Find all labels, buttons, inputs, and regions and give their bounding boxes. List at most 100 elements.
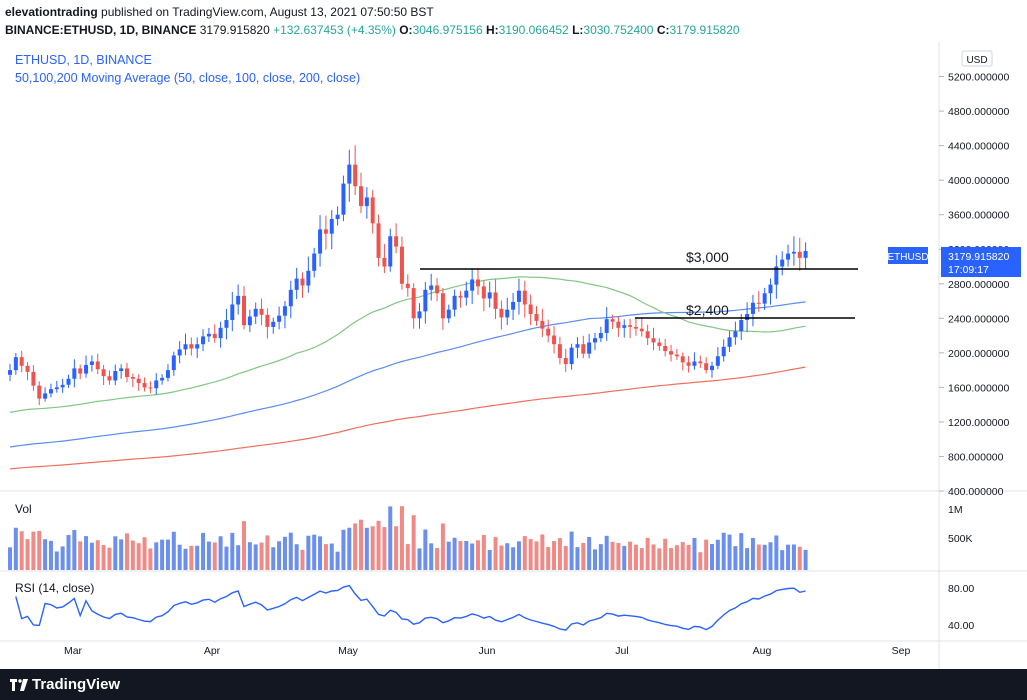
price-chart[interactable]: 5200.000000 4800.000000 4400.000000 4000.00…: [0, 42, 1027, 669]
tradingview-logo[interactable]: TradingView: [10, 676, 120, 693]
volume-bar: [300, 549, 305, 570]
volume-bar: [417, 548, 422, 570]
candle-body: [206, 333, 211, 337]
legend-title[interactable]: ETHUSD, 1D, BINANCE: [15, 53, 152, 67]
volume-bar: [306, 535, 311, 570]
last-price: 3179.915820: [199, 23, 270, 37]
price-tick-label: 3600.000000: [948, 210, 1009, 222]
volume-bar: [686, 544, 691, 570]
candle-body: [593, 338, 597, 343]
volume-bar: [394, 526, 399, 570]
volume-bar: [271, 547, 276, 570]
candle-body: [786, 253, 791, 260]
volume-bar: [464, 540, 469, 570]
candle-body: [37, 385, 42, 399]
rsi-line: [15, 584, 806, 631]
candle-body: [25, 365, 30, 372]
volume-bar: [388, 506, 393, 570]
volume-bar: [265, 535, 270, 570]
candle-body: [236, 295, 241, 305]
volume-bar: [353, 523, 358, 570]
volume-bar: [312, 534, 317, 570]
candle-body: [125, 368, 129, 378]
candle-body: [411, 288, 416, 319]
candle-body: [704, 363, 709, 371]
candle-body: [663, 345, 668, 352]
volume-bar: [552, 541, 557, 570]
volume-bar: [440, 523, 445, 570]
candle-body: [727, 337, 732, 347]
volume-bar: [587, 537, 592, 570]
price-change: +132.637453 (+4.35%): [273, 23, 396, 37]
candle-body: [265, 314, 270, 327]
open-value: 3046.975156: [412, 23, 483, 37]
volume-bar: [727, 534, 732, 570]
candle-body: [300, 278, 305, 286]
candle-body: [540, 320, 545, 329]
volume-bar: [534, 541, 539, 570]
volume-bar: [604, 535, 609, 570]
candle-body: [715, 356, 720, 366]
volume-bar: [54, 551, 59, 570]
legend-indicator[interactable]: 50,100,200 Moving Average (50, close, 10…: [15, 71, 360, 85]
volume-bar: [31, 531, 36, 570]
level-3000-label: $3,000: [686, 249, 729, 265]
volume-bar: [733, 546, 738, 570]
moving-averages: [9, 276, 806, 470]
volume-bar: [37, 530, 42, 570]
volume-bar: [768, 542, 773, 570]
ma-200-line: [9, 366, 806, 470]
tradingview-logo-icon: [10, 679, 28, 692]
candle-body: [756, 302, 761, 304]
candle-body: [639, 328, 644, 332]
candle-body: [557, 344, 562, 359]
volume-bar: [522, 536, 527, 570]
volume-bar: [663, 538, 668, 570]
candle-body: [364, 197, 369, 207]
volume-bar: [113, 536, 118, 570]
x-label-may: May: [338, 645, 359, 657]
candle-body: [569, 347, 574, 365]
candle-body: [768, 284, 773, 294]
candle-body: [651, 338, 656, 343]
volume-bar: [657, 548, 662, 570]
volume-label[interactable]: Vol: [15, 502, 32, 516]
price-tick-label: 1200.000000: [948, 417, 1009, 429]
candle-body: [113, 370, 118, 381]
volume-bar: [458, 541, 463, 570]
volume-tick-1m: 1M: [948, 504, 963, 516]
volume-bar: [142, 537, 147, 570]
volume-bar: [165, 539, 170, 570]
candle-body: [78, 368, 83, 374]
volume-bar: [259, 542, 264, 570]
volume-bar: [493, 537, 498, 570]
candle-body: [95, 361, 100, 370]
candle-body: [710, 365, 714, 371]
volume-bar: [399, 506, 404, 570]
volume-bar: [130, 540, 135, 570]
volume-bar: [66, 534, 71, 570]
rsi-label[interactable]: RSI (14, close): [15, 581, 94, 595]
candle-body: [464, 290, 469, 298]
volume-bar: [481, 534, 486, 570]
author-name[interactable]: elevationtrading: [5, 5, 98, 19]
currency-box[interactable]: [961, 50, 993, 67]
chart-area[interactable]: 5200.000000 4800.000000 4400.000000 4000.00…: [0, 42, 1027, 669]
candle-body: [610, 319, 615, 322]
candle-body: [271, 321, 276, 327]
chart-background: [0, 42, 1027, 669]
candle-body: [195, 344, 200, 349]
candle-body: [142, 383, 147, 388]
candle-body: [622, 325, 627, 328]
candle-body: [230, 304, 235, 321]
candle-body: [31, 371, 36, 386]
volume-bar: [593, 549, 597, 570]
price-tick-label: 4000.000000: [948, 175, 1009, 187]
candle-body: [546, 328, 551, 336]
candle-body: [177, 349, 182, 356]
volume-bar: [72, 530, 77, 570]
candle-body: [534, 313, 539, 321]
candle-body: [487, 292, 492, 299]
volume-bar: [540, 534, 545, 570]
volume-bar: [294, 544, 299, 570]
